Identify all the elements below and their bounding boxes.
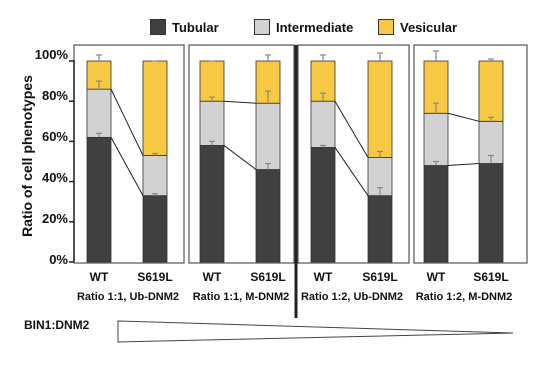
legend-item-intermediate: Intermediate bbox=[254, 19, 353, 35]
bar-tubular-6 bbox=[367, 195, 393, 263]
x-tick-panel1-wt: WT bbox=[89, 270, 109, 284]
legend-label-vesicular: Vesicular bbox=[400, 19, 458, 35]
panel-label-2: Ratio 1:1, M-DNM2 bbox=[192, 291, 290, 303]
bar-tubular-4 bbox=[255, 169, 281, 263]
connector-line-panel3-intermediate bbox=[334, 100, 369, 158]
bar-vesicular-6 bbox=[367, 60, 393, 158]
ratio-wedge bbox=[117, 320, 514, 343]
connector-line-panel2-intermediate bbox=[223, 100, 257, 104]
panel-frame-4 bbox=[413, 44, 528, 264]
legend-item-tubular: Tubular bbox=[150, 19, 219, 35]
connector-line-panel1-intermediate bbox=[110, 88, 144, 156]
panel-frame-3 bbox=[297, 44, 410, 264]
bar-tubular-8 bbox=[478, 163, 504, 263]
x-tick-panel2-wt: WT bbox=[202, 270, 222, 284]
y-tick-20: 20% bbox=[41, 211, 68, 226]
bar-vesicular-3 bbox=[199, 60, 225, 102]
bar-intermediate-2 bbox=[142, 155, 168, 197]
bar-tubular-7 bbox=[423, 165, 449, 263]
connector-line-panel1-tubular bbox=[110, 137, 144, 196]
connector-line-panel2-tubular bbox=[223, 145, 257, 170]
x-tick-panel3-wt: WT bbox=[313, 270, 333, 284]
bar-vesicular-2 bbox=[142, 60, 168, 156]
bar-intermediate-7 bbox=[423, 112, 449, 166]
bar-tubular-3 bbox=[199, 145, 225, 263]
x-tick-panel3-s619l: S619L bbox=[362, 270, 398, 284]
legend-label-tubular: Tubular bbox=[172, 19, 219, 35]
legend-item-vesicular: Vesicular bbox=[378, 19, 457, 35]
connector-line-panel4-intermediate bbox=[447, 112, 480, 122]
legend: Tubular Intermediate Vesicular bbox=[0, 19, 556, 39]
y-tick-100: 100% bbox=[34, 47, 68, 62]
x-tick-panel4-s619l: S619L bbox=[473, 270, 509, 284]
bar-tubular-2 bbox=[142, 195, 168, 263]
bar-tubular-1 bbox=[86, 136, 112, 263]
panel-label-3: Ratio 1:2, Ub-DNM2 bbox=[300, 291, 404, 303]
bar-intermediate-4 bbox=[255, 102, 281, 170]
legend-swatch-vesicular bbox=[378, 19, 394, 35]
legend-swatch-tubular bbox=[150, 19, 166, 35]
y-tick-0: 0% bbox=[49, 252, 68, 267]
legend-label-intermediate: Intermediate bbox=[276, 19, 354, 35]
x-tick-panel2-s619l: S619L bbox=[250, 270, 286, 284]
bar-tubular-5 bbox=[310, 147, 336, 263]
y-tick-60: 60% bbox=[41, 129, 68, 144]
connector-line-panel3-tubular bbox=[334, 147, 369, 196]
x-tick-panel4-wt: WT bbox=[426, 270, 446, 284]
bar-intermediate-1 bbox=[86, 88, 112, 138]
panel-label-1: Ratio 1:1, Ub-DNM2 bbox=[76, 291, 180, 303]
bar-intermediate-5 bbox=[310, 100, 336, 148]
connector-line-panel4-tubular bbox=[447, 163, 480, 167]
legend-swatch-intermediate bbox=[254, 19, 270, 35]
panel-label-4: Ratio 1:2, M-DNM2 bbox=[415, 291, 513, 303]
y-tick-80: 80% bbox=[41, 88, 68, 103]
y-tick-40: 40% bbox=[41, 170, 68, 185]
ratio-label: BIN1:DNM2 bbox=[24, 318, 90, 332]
bar-vesicular-8 bbox=[478, 60, 504, 122]
bar-intermediate-3 bbox=[199, 100, 225, 146]
panel-frame-2 bbox=[188, 44, 295, 264]
x-tick-panel1-s619l: S619L bbox=[137, 270, 173, 284]
